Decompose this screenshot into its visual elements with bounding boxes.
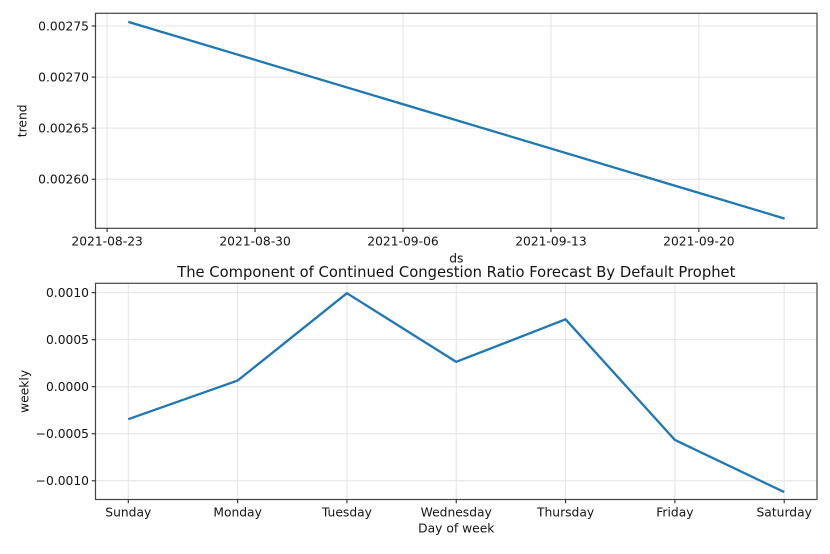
weekly-xaxis-label: Day of week: [418, 522, 495, 536]
x-tick-label: Thursday: [536, 506, 594, 520]
y-tick-label: 0.0010: [46, 286, 89, 300]
trend-yaxis-label: trend: [16, 104, 30, 137]
y-tick-label: 0.00275: [38, 19, 89, 33]
x-tick-label: Sunday: [105, 506, 151, 520]
weekly-subplot-title: The Component of Continued Congestion Ra…: [176, 264, 735, 281]
y-tick-label: 0.00270: [38, 70, 89, 84]
x-tick-label: 2021-08-23: [71, 235, 142, 249]
weekly-line: [127, 292, 785, 494]
trend-xaxis-label: ds: [449, 252, 463, 266]
y-tick-label: 0.0005: [46, 333, 89, 347]
y-tick-label: −0.0005: [36, 427, 89, 441]
x-tick-label: Saturday: [756, 506, 811, 520]
y-tick-label: 0.0000: [46, 380, 89, 394]
y-tick-label: −0.0010: [36, 474, 89, 488]
y-tick-label: 0.00265: [38, 121, 89, 135]
x-tick-label: Tuesday: [321, 506, 372, 520]
x-tick-label: 2021-09-06: [367, 235, 439, 249]
x-tick-label: 2021-09-13: [515, 235, 586, 249]
axes-frame: [94, 12, 818, 229]
x-tick-label: Wednesday: [421, 506, 492, 520]
weekly-yaxis-label: weekly: [18, 370, 32, 413]
weekly-subplot: Sunday Monday Tuesday Wednesday Thursday Frid…: [36, 282, 818, 520]
trend-subplot: 2021-08-23 2021-08-30 2021-09-06 2021-09-13…: [38, 12, 818, 249]
trend-line: [127, 20, 786, 220]
x-tick-label: 2021-09-20: [663, 235, 734, 249]
x-tick-label: Friday: [656, 506, 693, 520]
y-tick-label: 0.00260: [38, 173, 89, 187]
x-tick-label: 2021-08-30: [219, 235, 290, 249]
x-tick-label: Monday: [213, 506, 262, 520]
